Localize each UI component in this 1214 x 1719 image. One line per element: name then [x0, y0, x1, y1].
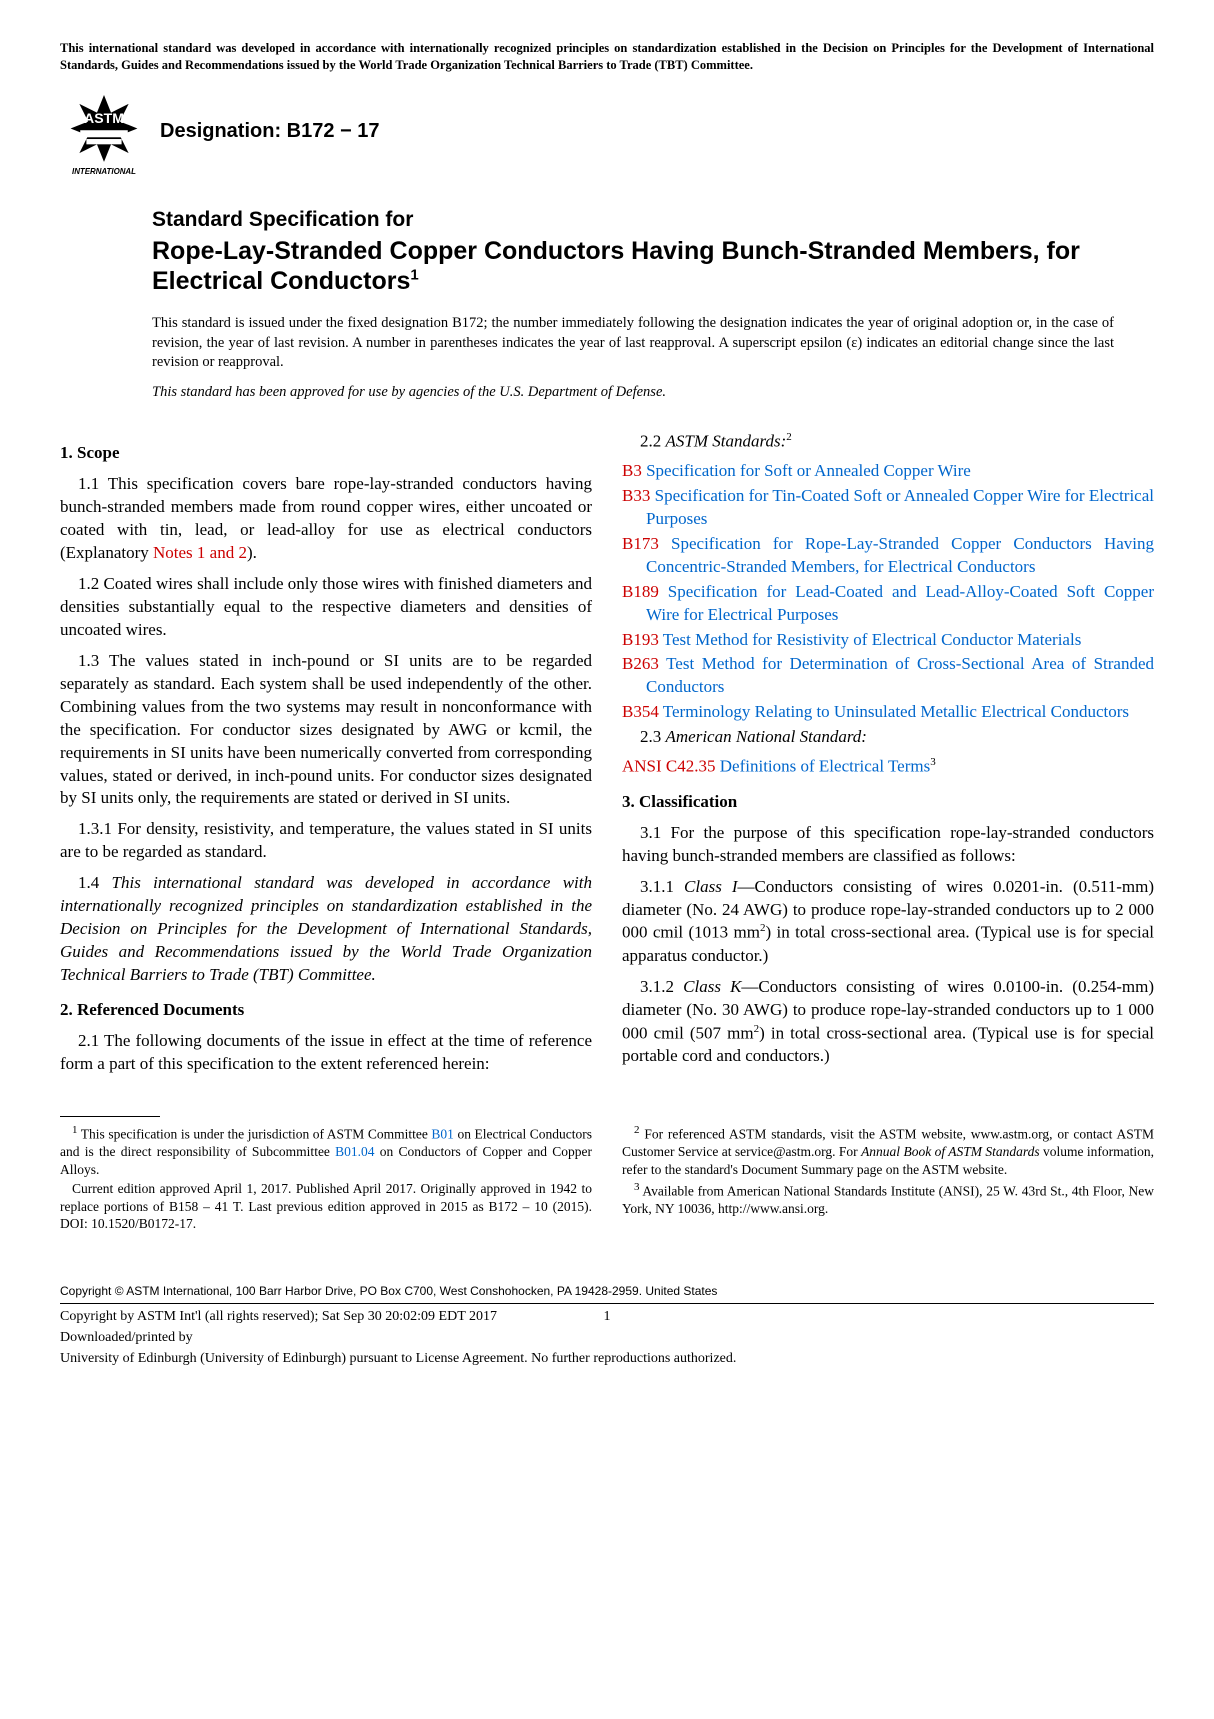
astm-ref-code[interactable]: B263	[622, 654, 659, 673]
astm-ref-code[interactable]: B193	[622, 630, 659, 649]
astm-ref-item: B354 Terminology Relating to Uninsulated…	[622, 701, 1154, 724]
committee-link-b01[interactable]: B01	[431, 1127, 454, 1142]
astm-ref-item: B189 Specification for Lead-Coated and L…	[622, 581, 1154, 627]
footnotes: 1 This specification is under the jurisd…	[60, 1123, 1154, 1233]
copyright-line: Copyright © ASTM International, 100 Barr…	[60, 1283, 1154, 1299]
svg-text:INTERNATIONAL: INTERNATIONAL	[72, 167, 136, 176]
ansi-link[interactable]: ANSI C42.35	[622, 757, 716, 776]
astm-ref-title[interactable]: Test Method for Resistivity of Electrica…	[659, 630, 1081, 649]
astm-ref-title[interactable]: Test Method for Determination of Cross-S…	[646, 654, 1154, 696]
astm-ref-code[interactable]: B3	[622, 461, 642, 480]
astm-ref-title[interactable]: Terminology Relating to Uninsulated Meta…	[659, 702, 1129, 721]
astm-ref-code[interactable]: B354	[622, 702, 659, 721]
para-3-1-2: 3.1.2 Class K—Conductors consisting of w…	[622, 976, 1154, 1068]
issuance-note: This standard is issued under the fixed …	[152, 314, 1154, 373]
logo-row: ASTM INTERNATIONAL Designation: B172 − 1…	[60, 88, 1154, 176]
footer-block: Copyright by ASTM Int'l (all rights rese…	[60, 1303, 1154, 1369]
para-2-2: 2.2 ASTM Standards:2	[622, 430, 1154, 454]
header-notice: This international standard was develope…	[60, 40, 1154, 74]
astm-ref-title[interactable]: Specification for Soft or Annealed Coppe…	[642, 461, 971, 480]
para-3-1-1: 3.1.1 Class I—Conductors consisting of w…	[622, 876, 1154, 968]
ansi-ref: ANSI C42.35 Definitions of Electrical Te…	[622, 755, 1154, 779]
section-2-head: 2. Referenced Documents	[60, 999, 592, 1022]
footnote-2: 2 For referenced ASTM standards, visit t…	[622, 1123, 1154, 1178]
astm-ref-code[interactable]: B33	[622, 486, 650, 505]
body-columns: 1. Scope 1.1 This specification covers b…	[60, 430, 1154, 1080]
para-2-3: 2.3 American National Standard:	[622, 726, 1154, 749]
ansi-text[interactable]: Definitions of Electrical Terms	[716, 757, 931, 776]
section-3-head: 3. Classification	[622, 791, 1154, 814]
footer-line-2: Downloaded/printed by	[60, 1329, 1154, 1348]
para-1-4: 1.4 This international standard was deve…	[60, 872, 592, 987]
astm-logo: ASTM INTERNATIONAL	[60, 88, 148, 176]
astm-ref-title[interactable]: Specification for Tin-Coated Soft or Ann…	[646, 486, 1154, 528]
astm-ref-item: B263 Test Method for Determination of Cr…	[622, 653, 1154, 699]
footnote-3: 3 Available from American National Stand…	[622, 1180, 1154, 1218]
subcommittee-link-b0104[interactable]: B01.04	[335, 1144, 374, 1159]
title-footnote-ref: 1	[410, 267, 418, 284]
svg-text:ASTM: ASTM	[84, 110, 124, 126]
footnote-rule	[60, 1116, 160, 1117]
para-1-3: 1.3 The values stated in inch-pound or S…	[60, 650, 592, 811]
para-1-3-1: 1.3.1 For density, resistivity, and temp…	[60, 818, 592, 864]
title-prefix: Standard Specification for	[152, 206, 1154, 234]
astm-ref-code[interactable]: B189	[622, 582, 659, 601]
footnote-1: 1 This specification is under the jurisd…	[60, 1123, 592, 1178]
astm-ref-item: B3 Specification for Soft or Annealed Co…	[622, 460, 1154, 483]
astm-ref-title[interactable]: Specification for Rope-Lay-Stranded Copp…	[646, 534, 1154, 576]
notes-link[interactable]: Notes 1 and 2	[153, 543, 247, 562]
footnote-1-cont: Current edition approved April 1, 2017. …	[60, 1180, 592, 1233]
para-2-1: 2.1 The following documents of the issue…	[60, 1030, 592, 1076]
dod-note: This standard has been approved for use …	[152, 383, 1154, 403]
title-text: Rope-Lay-Stranded Copper Conductors Havi…	[152, 237, 1080, 295]
astm-ref-item: B193 Test Method for Resistivity of Elec…	[622, 629, 1154, 652]
para-1-2: 1.2 Coated wires shall include only thos…	[60, 573, 592, 642]
astm-ref-title[interactable]: Specification for Lead-Coated and Lead-A…	[646, 582, 1154, 624]
astm-ref-code[interactable]: B173	[622, 534, 659, 553]
astm-ref-item: B33 Specification for Tin-Coated Soft or…	[622, 485, 1154, 531]
para-1-1: 1.1 This specification covers bare rope-…	[60, 473, 592, 565]
section-1-head: 1. Scope	[60, 442, 592, 465]
para-3-1: 3.1 For the purpose of this specificatio…	[622, 822, 1154, 868]
title-main: Rope-Lay-Stranded Copper Conductors Havi…	[152, 236, 1154, 296]
title-block: Standard Specification for Rope-Lay-Stra…	[152, 206, 1154, 296]
page-number: 1	[604, 1308, 611, 1327]
astm-ref-item: B173 Specification for Rope-Lay-Stranded…	[622, 533, 1154, 579]
footer-line-3: University of Edinburgh (University of E…	[60, 1350, 1154, 1369]
designation: Designation: B172 − 17	[160, 118, 380, 145]
